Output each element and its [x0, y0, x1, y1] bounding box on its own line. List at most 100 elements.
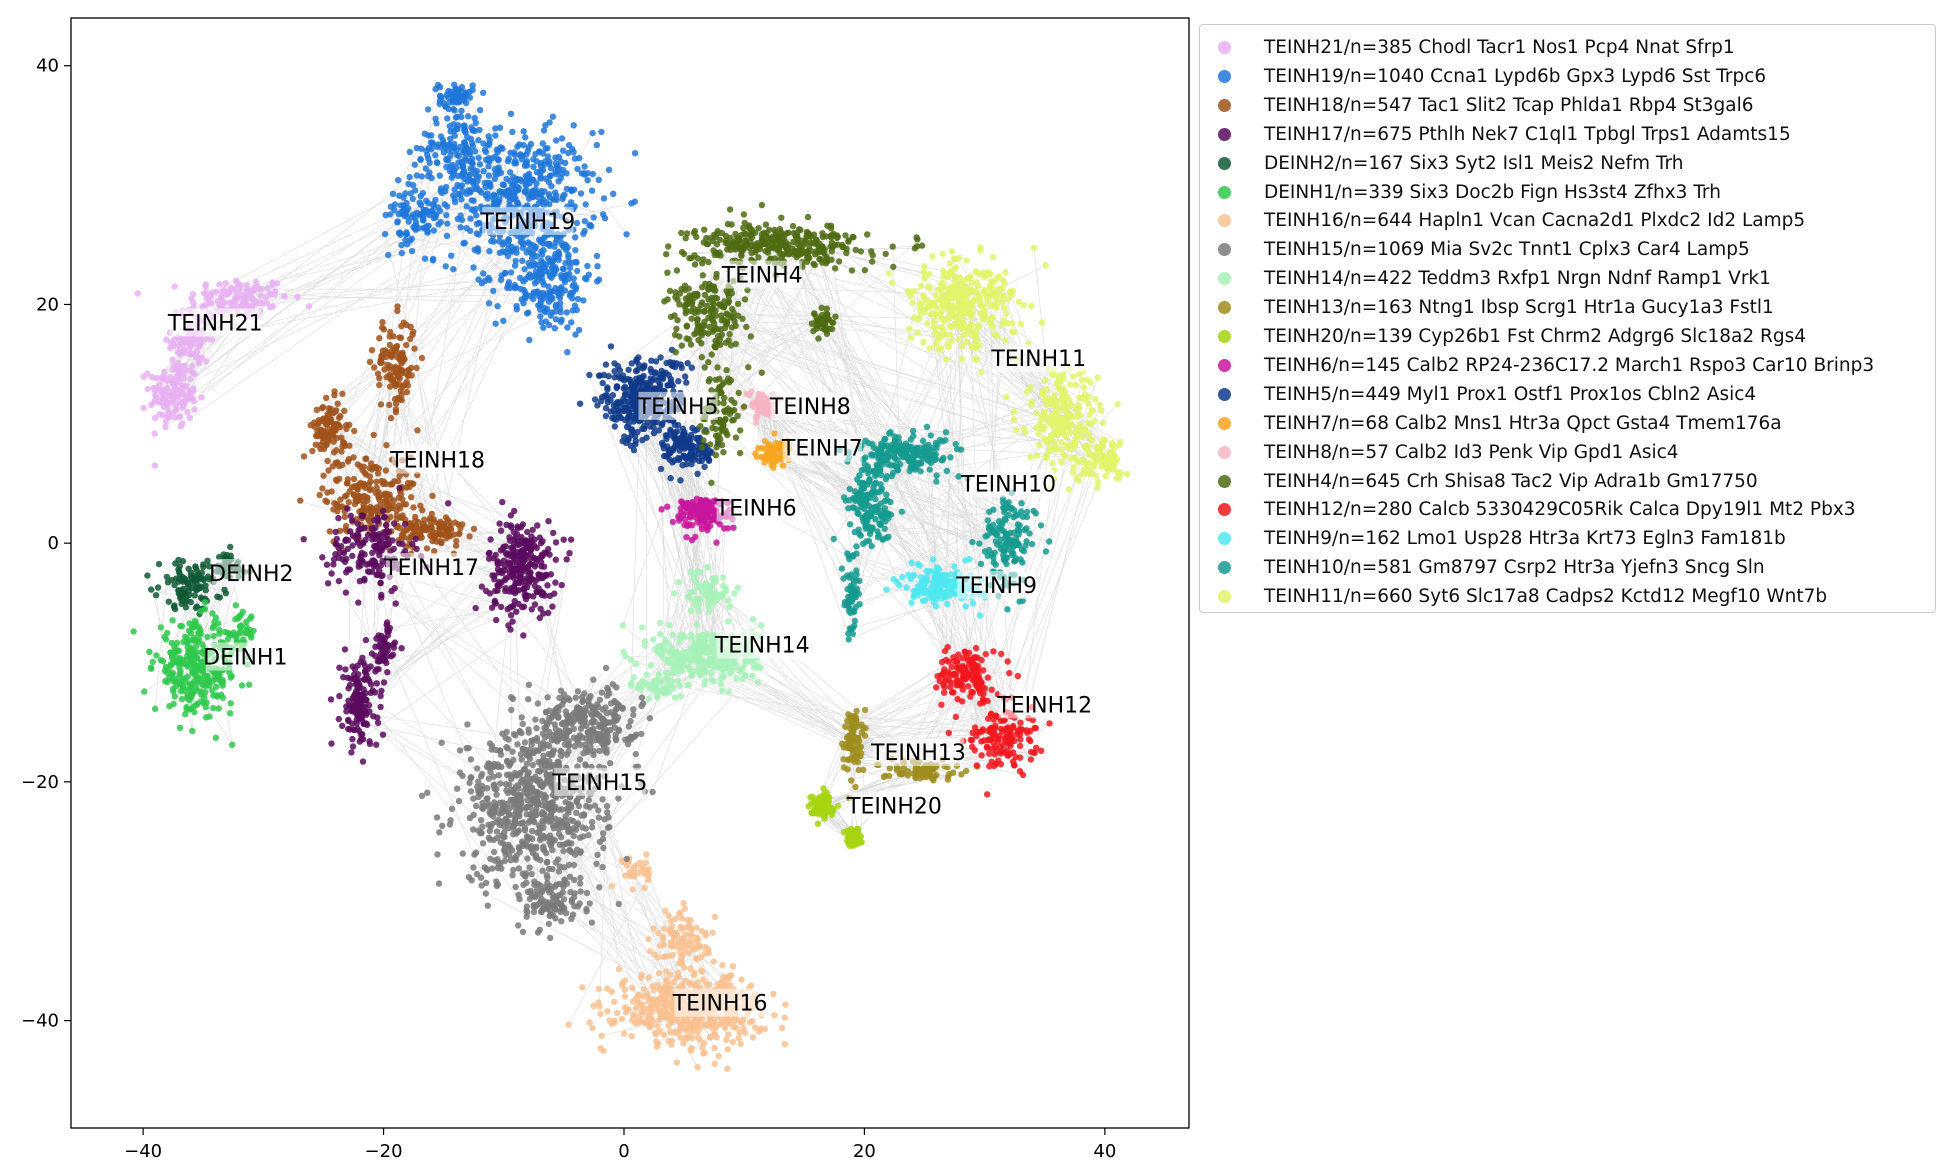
- data-point: [525, 681, 532, 689]
- data-point: [475, 787, 482, 794]
- data-point: [571, 302, 579, 309]
- data-point: [729, 963, 737, 970]
- data-point: [573, 707, 581, 714]
- data-point: [417, 201, 425, 209]
- data-point: [668, 942, 676, 950]
- data-point: [622, 872, 629, 879]
- data-point: [434, 851, 441, 858]
- data-point: [566, 727, 573, 735]
- data-point: [438, 739, 445, 746]
- data-point: [550, 529, 557, 537]
- data-point: [547, 911, 554, 918]
- data-point: [179, 398, 186, 406]
- data-point: [190, 637, 198, 644]
- data-point: [177, 369, 184, 376]
- data-point: [436, 172, 443, 179]
- data-point: [598, 723, 606, 731]
- data-point: [466, 533, 473, 540]
- data-point: [526, 336, 533, 344]
- data-point: [705, 949, 712, 957]
- data-point: [161, 368, 168, 375]
- series-teinh19: [381, 81, 639, 356]
- data-point: [323, 561, 331, 568]
- data-point: [458, 84, 466, 91]
- data-point: [153, 384, 160, 392]
- data-point: [436, 97, 444, 104]
- data-point: [484, 902, 491, 909]
- data-point: [227, 674, 234, 681]
- data-point: [297, 497, 304, 504]
- data-point: [174, 349, 181, 356]
- data-point: [683, 1027, 690, 1034]
- data-point: [180, 576, 187, 583]
- data-point: [243, 281, 251, 289]
- data-point: [468, 197, 475, 204]
- data-point: [458, 182, 466, 189]
- data-point: [201, 694, 208, 701]
- data-point: [500, 543, 507, 550]
- data-point: [539, 140, 546, 147]
- data-point: [517, 152, 524, 159]
- data-point: [482, 587, 490, 595]
- data-point: [727, 661, 734, 669]
- data-point: [486, 827, 493, 835]
- data-point: [492, 153, 499, 160]
- data-point: [497, 780, 504, 787]
- data-point: [524, 843, 531, 850]
- data-point: [590, 712, 597, 719]
- data-point: [499, 191, 507, 198]
- data-point: [667, 1028, 674, 1036]
- data-point: [561, 272, 568, 279]
- data-point: [512, 883, 519, 891]
- data-point: [439, 822, 446, 829]
- data-point: [540, 590, 547, 597]
- data-point: [545, 609, 552, 617]
- data-point: [371, 364, 378, 371]
- data-point: [459, 772, 466, 779]
- data-point: [494, 587, 501, 594]
- data-point: [390, 502, 397, 509]
- data-point: [462, 129, 469, 136]
- data-point: [552, 316, 560, 323]
- data-point: [333, 447, 340, 454]
- data-point: [544, 905, 551, 913]
- data-point: [596, 838, 604, 846]
- data-point: [460, 122, 467, 130]
- data-point: [541, 549, 548, 556]
- data-point: [436, 829, 443, 836]
- data-point: [589, 170, 596, 178]
- data-point: [606, 823, 613, 831]
- data-point: [590, 748, 597, 755]
- data-point: [323, 394, 330, 402]
- data-point: [390, 641, 397, 648]
- data-point: [525, 170, 533, 177]
- data-point: [456, 530, 463, 537]
- data-point: [362, 455, 369, 462]
- data-point: [477, 817, 485, 824]
- data-point: [632, 660, 640, 668]
- data-point: [515, 865, 523, 872]
- data-point: [660, 953, 667, 960]
- data-point: [628, 1033, 635, 1040]
- data-point: [536, 534, 543, 541]
- data-point: [408, 247, 416, 255]
- data-point: [374, 719, 382, 726]
- data-point: [723, 1036, 730, 1044]
- data-point: [525, 819, 532, 826]
- data-point: [639, 624, 646, 631]
- data-point: [676, 638, 683, 646]
- data-point: [591, 729, 598, 737]
- data-point: [190, 624, 198, 631]
- data-point: [460, 163, 467, 170]
- data-point: [533, 805, 540, 813]
- data-point: [349, 552, 356, 560]
- data-point: [474, 765, 481, 772]
- data-point: [484, 785, 491, 792]
- data-point: [585, 796, 593, 804]
- data-point: [598, 128, 605, 136]
- data-point: [655, 929, 662, 937]
- data-point: [542, 794, 550, 801]
- data-point: [378, 356, 385, 364]
- data-point: [445, 500, 452, 507]
- data-point: [333, 421, 340, 428]
